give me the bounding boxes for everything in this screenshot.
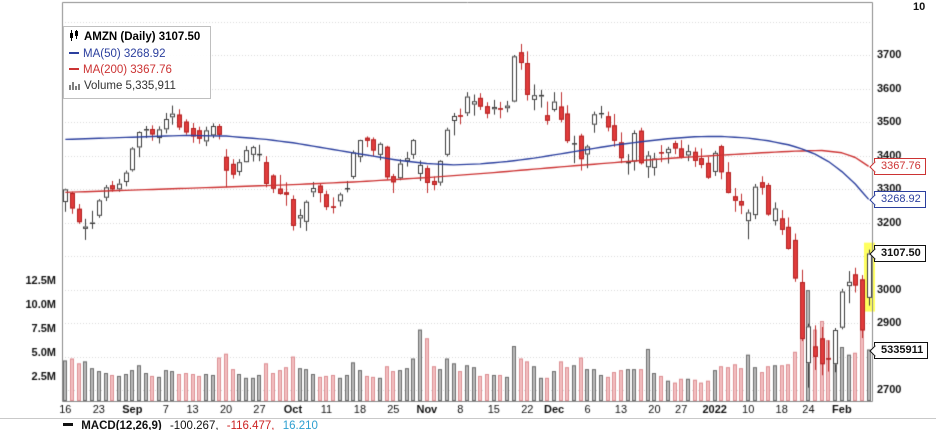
axis-top-partial-label: 10 — [913, 1, 926, 13]
volume-bars-icon — [69, 79, 80, 95]
ma200-legend-row: MA(200) 3367.76 — [69, 62, 200, 78]
macd-legend: MACD(12,26,9) -100.267, -116.477, 16.210 — [63, 420, 323, 430]
macd-label: MACD(12,26,9) — [81, 420, 162, 430]
chart-legend: AMZN (Daily) 3107.50 MA(50) 3268.92 MA(2… — [63, 26, 212, 99]
macd-hist-value: 16.210 — [282, 420, 318, 430]
pane-divider — [0, 418, 936, 419]
ma50-line-icon — [69, 52, 79, 54]
ma200-line-icon — [69, 68, 79, 70]
ma50-badge: 3268.92 — [874, 191, 926, 209]
ma200-badge: 3367.76 — [874, 158, 926, 176]
ma200-label: MA(200) 3367.76 — [83, 64, 172, 76]
candlestick-chart-icon — [69, 30, 80, 46]
ma50-label: MA(50) 3268.92 — [83, 48, 166, 60]
volume-label: Volume 5,335,911 — [84, 80, 176, 92]
volume-legend-row: Volume 5,335,911 — [69, 78, 200, 95]
last-price-badge: 3107.50 — [874, 245, 926, 263]
symbol-title-row: AMZN (Daily) 3107.50 — [69, 29, 200, 46]
ma50-legend-row: MA(50) 3268.92 — [69, 46, 200, 62]
macd-signal-value: -116.477, — [226, 420, 275, 430]
volume-badge: 5335911 — [874, 341, 929, 359]
symbol-title: AMZN (Daily) 3107.50 — [84, 31, 201, 43]
macd-value: -100.267, — [169, 420, 219, 430]
macd-line-icon — [63, 423, 73, 426]
